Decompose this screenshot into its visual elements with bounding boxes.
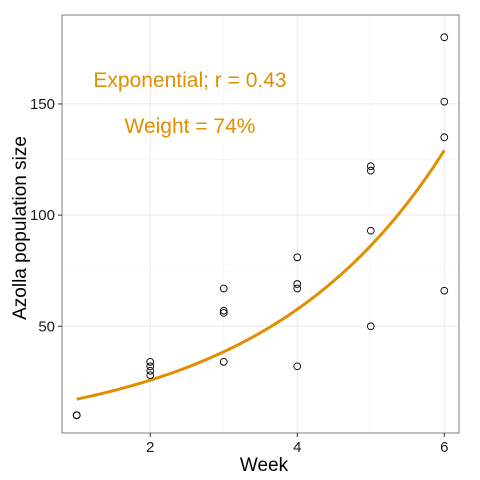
data-point (219, 284, 228, 293)
data-point (219, 309, 228, 317)
data-point (293, 253, 302, 262)
data-point (440, 286, 449, 295)
x-tick-label: 6 (440, 439, 448, 456)
data-point (366, 226, 375, 235)
y-axis-ticks: 50 100 150 (30, 96, 62, 335)
data-point (293, 284, 302, 293)
x-axis-title: Week (240, 455, 289, 476)
data-points (72, 33, 449, 420)
data-point (146, 362, 155, 371)
data-point (366, 322, 375, 331)
data-point (366, 166, 375, 175)
x-tick-label: 2 (146, 439, 154, 456)
data-point (146, 366, 155, 375)
data-point (440, 33, 449, 42)
data-point (440, 97, 449, 106)
y-tick-label: 100 (30, 207, 55, 224)
data-point (146, 371, 155, 380)
data-point (219, 358, 228, 366)
data-point (293, 362, 302, 371)
y-axis-title: Azolla population size (10, 136, 31, 320)
exponential-fit-curve (76, 149, 446, 401)
data-point (440, 133, 449, 142)
data-point (72, 411, 81, 420)
panel-border (61, 14, 460, 434)
y-tick-label: 150 (30, 96, 55, 113)
x-tick-label: 4 (293, 439, 301, 456)
y-tick-label: 50 (38, 318, 55, 335)
data-point (366, 162, 375, 171)
annotation-weight-label: Weight = 74% (125, 115, 256, 138)
annotation-fit-label: Exponential; r = 0.43 (93, 69, 286, 92)
grid (62, 15, 459, 433)
data-point (219, 306, 228, 315)
data-point (146, 358, 155, 366)
data-point (293, 280, 302, 288)
x-axis-ticks: 2 4 6 (146, 433, 448, 456)
